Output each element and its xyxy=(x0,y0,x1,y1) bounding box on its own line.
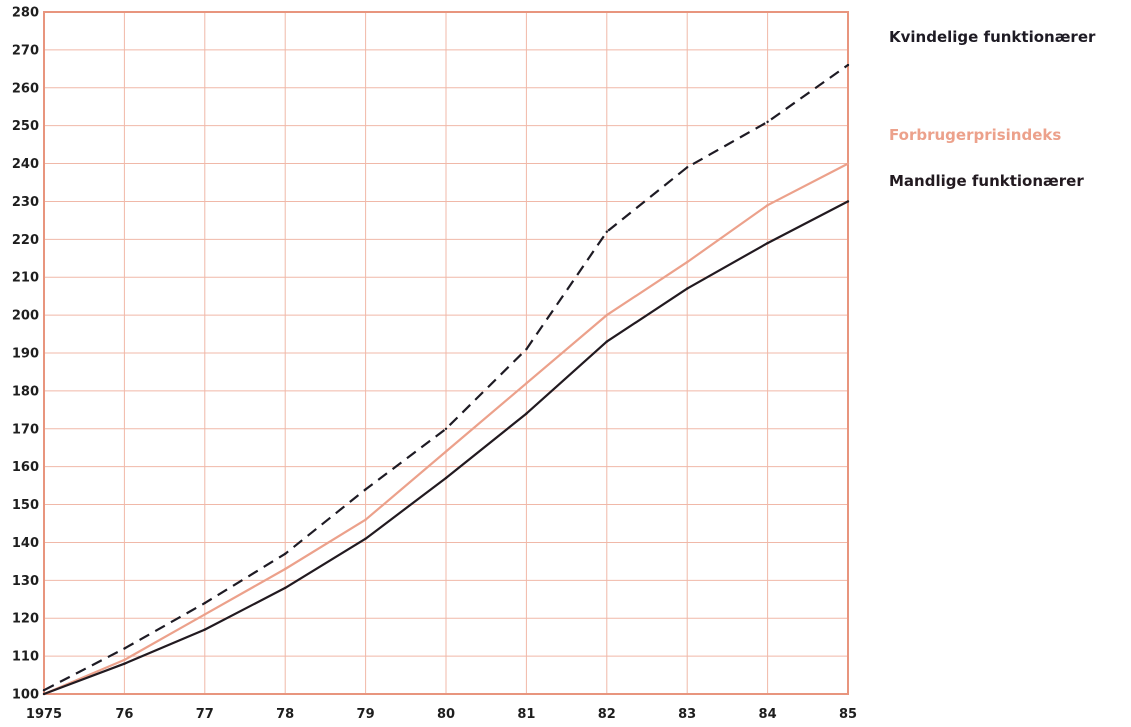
data-point xyxy=(284,586,287,590)
y-tick-label: 180 xyxy=(12,384,39,399)
y-tick-label: 200 xyxy=(12,309,39,324)
data-point xyxy=(284,567,287,571)
data-point xyxy=(686,166,689,169)
x-tick-label: 77 xyxy=(196,707,214,722)
y-tick-label: 110 xyxy=(12,650,39,665)
y-tick-label: 260 xyxy=(12,81,39,96)
data-point xyxy=(123,662,126,665)
data-point xyxy=(42,692,46,696)
y-tick-label: 140 xyxy=(12,536,39,551)
data-point xyxy=(605,340,608,343)
data-point xyxy=(444,450,448,453)
plot-border xyxy=(43,11,849,695)
x-tick-label: 84 xyxy=(759,707,777,722)
x-tick-label: 79 xyxy=(357,707,375,722)
x-tick-label: 76 xyxy=(115,707,133,722)
y-tick-label: 150 xyxy=(12,498,39,513)
data-point xyxy=(444,476,448,480)
data-point xyxy=(364,518,367,521)
legend-label: Mandlige funktionærer xyxy=(889,172,1084,190)
series-lines xyxy=(42,63,850,696)
x-tick-label: 1975 xyxy=(26,707,62,722)
data-point xyxy=(203,601,206,605)
y-tick-label: 100 xyxy=(12,688,39,703)
y-tick-label: 120 xyxy=(12,612,39,627)
y-tick-label: 270 xyxy=(12,43,39,58)
data-point xyxy=(364,488,367,491)
data-point xyxy=(846,162,850,165)
y-tick-label: 170 xyxy=(12,422,39,437)
data-point xyxy=(525,348,528,351)
x-tick-label: 85 xyxy=(839,707,857,722)
y-tick-label: 280 xyxy=(12,6,39,21)
data-point xyxy=(605,313,608,317)
data-point xyxy=(42,689,46,692)
data-point xyxy=(846,63,850,67)
data-point xyxy=(444,427,448,430)
plot-frame xyxy=(43,11,849,695)
data-point xyxy=(846,200,850,203)
data-point xyxy=(525,382,528,385)
gridlines xyxy=(43,11,849,695)
y-tick-label: 230 xyxy=(12,195,39,210)
legend-label: Forbrugerprisindeks xyxy=(889,126,1061,144)
data-point xyxy=(766,120,769,124)
y-tick-label: 210 xyxy=(12,271,39,286)
y-tick-label: 130 xyxy=(12,574,39,589)
series-line-0 xyxy=(43,64,849,692)
data-point xyxy=(686,287,689,290)
data-point xyxy=(203,613,206,616)
x-tick-label: 80 xyxy=(437,707,455,722)
legend-label: Kvindelige funktionærer xyxy=(889,28,1096,46)
x-axis-ticks: 1975 76 77 78 79 80 81 82 83 84 85 xyxy=(26,707,857,722)
data-point xyxy=(364,537,367,540)
x-tick-label: 78 xyxy=(276,707,294,722)
data-point xyxy=(123,658,126,662)
y-tick-label: 240 xyxy=(12,157,39,172)
x-tick-label: 81 xyxy=(517,707,535,722)
data-point xyxy=(766,241,769,245)
y-tick-label: 190 xyxy=(12,347,39,362)
data-point xyxy=(284,552,287,556)
data-point xyxy=(123,647,126,650)
data-point xyxy=(766,204,769,207)
data-point xyxy=(605,230,608,233)
x-tick-label: 82 xyxy=(598,707,616,722)
y-tick-label: 250 xyxy=(12,119,39,134)
data-point xyxy=(525,412,528,415)
y-axis-ticks: 100 110 120 130 140 150 160 170 180 190 200 210 220 2… xyxy=(12,6,39,703)
legend: Kvindelige funktionærer Forbrugerprisinde… xyxy=(889,28,1096,190)
data-point xyxy=(203,628,206,631)
y-tick-label: 220 xyxy=(12,233,39,248)
x-tick-label: 83 xyxy=(678,707,696,722)
data-point xyxy=(686,260,689,264)
y-tick-label: 160 xyxy=(12,460,39,475)
